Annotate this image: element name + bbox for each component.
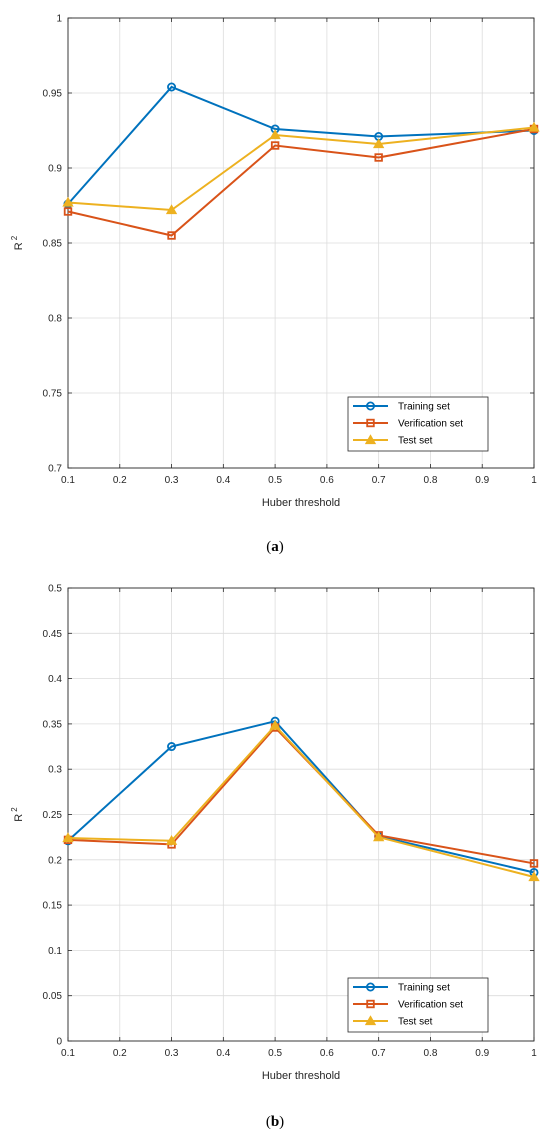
axes-box (67, 587, 535, 1042)
y-tick-label: 0.2 (48, 855, 62, 866)
y-tick-label: 0.25 (43, 810, 63, 821)
y-tick-label: 0.5 (48, 584, 62, 595)
y-axis-label: R2 (10, 807, 25, 822)
y-tick-label: 0.45 (43, 629, 63, 640)
data-point-verification-set (374, 153, 383, 162)
legend-marker (364, 434, 377, 445)
x-tick-label: 0.9 (475, 1048, 489, 1059)
data-point-test-set (62, 832, 74, 843)
y-tick-label: 0.9 (48, 164, 62, 175)
data-point-test-set (269, 129, 281, 140)
x-tick-label: 0.5 (268, 475, 282, 486)
data-point-test-set (269, 719, 281, 730)
y-tick-label: 0.85 (43, 239, 63, 250)
x-tick-label: 0.6 (320, 475, 334, 486)
x-tick-label: 1 (531, 475, 537, 486)
legend-label: Verification set (398, 419, 463, 430)
axes-box (67, 17, 535, 469)
data-point-test-set (528, 871, 540, 882)
y-tick-label: 0.95 (43, 89, 63, 100)
x-tick-label: 0.6 (320, 1048, 334, 1059)
y-tick-label: 0.1 (48, 946, 62, 957)
data-point-training-set (167, 742, 177, 752)
x-tick-label: 0.8 (423, 1048, 437, 1059)
legend-label: Test set (398, 1017, 433, 1028)
x-axis-label: Huber threshold (262, 497, 340, 509)
x-tick-label: 0.2 (113, 475, 127, 486)
legend-marker (366, 418, 375, 428)
series-line-verification-set (67, 128, 535, 237)
data-point-verification-set (167, 231, 176, 240)
x-tick-label: 0.4 (216, 475, 230, 486)
data-point-test-set (165, 204, 178, 215)
series-line-training-set (67, 85, 535, 205)
chart-panel-b: 0.1 0.2 0.3 0.4 0.5 0.6 0.7 0.8 0.9 1 0 0.05 0.1 0.15… (10, 584, 540, 1130)
x-tick-label: 0.3 (165, 475, 179, 486)
data-point-verification-set (63, 207, 73, 216)
y-tick-label: 0 (56, 1037, 62, 1048)
y-tick-label: 0.15 (43, 901, 63, 912)
x-axis-label: Huber threshold (262, 1070, 340, 1082)
y-tick-label: 0.75 (43, 389, 63, 400)
y-tick-label: 1 (56, 14, 62, 25)
x-tick-label: 1 (531, 1048, 537, 1059)
x-tick-label: 0.7 (372, 1048, 386, 1059)
legend-marker (365, 982, 375, 992)
x-tick-label: 0.7 (372, 475, 386, 486)
x-tick-label: 0.9 (475, 475, 489, 486)
chart-panel-a: 0.1 0.2 0.3 0.4 0.5 0.6 0.7 0.8 0.9 1 0.7 0.75 0.8 0.… (10, 14, 540, 555)
y-tick-label: 0.3 (48, 765, 62, 776)
legend-label: Verification set (398, 1000, 463, 1011)
x-tick-label: 0.3 (165, 1048, 179, 1059)
panel-caption: (a) (266, 539, 284, 555)
y-tick-label: 0.05 (43, 991, 63, 1002)
data-point-test-set (165, 834, 178, 845)
x-tick-label: 0.2 (113, 1048, 127, 1059)
y-tick-label: 0.35 (43, 719, 63, 730)
data-point-test-set (373, 831, 385, 842)
data-point-verification-set (529, 859, 539, 868)
y-tick-label: 0.7 (48, 464, 62, 475)
data-point-training-set (167, 82, 177, 92)
data-point-test-set (528, 121, 540, 132)
y-tick-label: 0.8 (48, 314, 62, 325)
panel-caption: (b) (266, 1114, 284, 1130)
legend-label: Test set (398, 436, 433, 447)
legend-marker (366, 999, 375, 1009)
x-tick-label: 0.4 (216, 1048, 230, 1059)
x-tick-label: 0.1 (61, 475, 75, 486)
y-axis-label: R2 (10, 235, 25, 250)
legend-marker (365, 401, 375, 411)
data-point-test-set (62, 196, 74, 207)
x-tick-label: 0.8 (423, 475, 437, 486)
y-tick-label: 0.4 (48, 674, 62, 685)
x-tick-label: 0.1 (61, 1048, 75, 1059)
legend-label: Training set (398, 402, 450, 413)
x-tick-label: 0.5 (268, 1048, 282, 1059)
legend-label: Training set (398, 983, 450, 994)
legend-marker (364, 1015, 377, 1026)
data-point-test-set (373, 138, 385, 149)
data-point-verification-set (270, 141, 280, 150)
